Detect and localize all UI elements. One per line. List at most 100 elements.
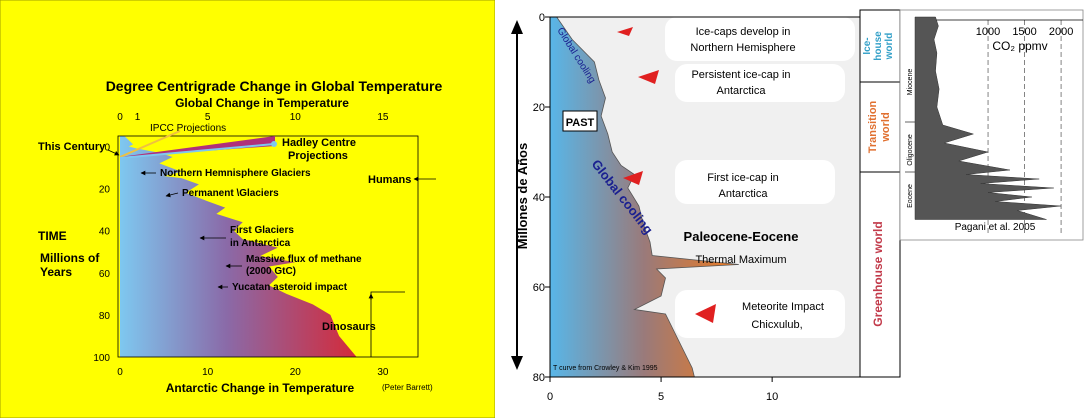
epoch-miocene: Miocene: [907, 69, 914, 96]
bottom-tick-label: 20: [290, 367, 302, 378]
temperature-area: [120, 136, 357, 357]
annot-permanent: Permanent \Glaciers: [182, 188, 279, 199]
y-tick-label: 60: [99, 269, 111, 280]
top-tick-label: 15: [377, 112, 389, 123]
bottom-axis-ticks: 0 10 20 30: [117, 367, 389, 378]
co2-tick-label: 1000: [976, 26, 1000, 38]
bottom-tick-label: 0: [117, 367, 123, 378]
co2-area: [914, 16, 1062, 220]
y-tick-label: 20: [99, 185, 111, 196]
annot-persistent-1: Persistent ice-cap in: [691, 69, 790, 81]
dinosaur-bracket: [370, 291, 405, 357]
annot-first-glaciers-2: in Antarctica: [230, 238, 291, 249]
top-axis-label: Global Change in Temperature: [175, 96, 349, 110]
annot-hadley-1: Hadley Centre: [282, 137, 356, 149]
y-tick-label: 0: [104, 143, 110, 154]
cloud-2: [675, 64, 845, 102]
annot-nh-glaciers: Northern Hemnisphere Glaciers: [160, 168, 311, 179]
y-tick-label: 0: [539, 12, 545, 24]
annot-hadley-2: Projections: [288, 150, 348, 162]
annot-methane-1: Massive flux of methane: [246, 254, 362, 265]
y-tick-label: 20: [533, 102, 545, 114]
ylabel-millones: Millones de Años: [515, 143, 530, 249]
cloud-1: [665, 17, 855, 61]
epoch-oligocene: Oligocene: [907, 134, 914, 166]
annot-past: PAST: [566, 117, 595, 129]
icehouse-label-3: world: [884, 33, 895, 61]
icehouse-label-1: Ice-: [862, 37, 873, 54]
x-tick-label: 5: [658, 391, 664, 403]
top-tick-label: 10: [290, 112, 302, 123]
ipcc-projection-line: [119, 130, 181, 158]
co2-tick-label: 1500: [1012, 26, 1036, 38]
x-axis-ticks: 0 5 10: [547, 377, 778, 403]
annot-ice-caps-1: Ice-caps develop in: [696, 26, 791, 38]
red-arrow-3: [623, 171, 643, 185]
annot-meteorite-1: Meteorite Impact: [742, 301, 824, 313]
time-arrow-top: [511, 20, 523, 34]
icehouse-band: [859, 9, 901, 83]
y-tick-label: 40: [533, 192, 545, 204]
annot-first-glaciers-1: First Glaciers: [230, 225, 294, 236]
epoch-eocene: Eocene: [907, 184, 914, 208]
top-tick-label: 5: [205, 112, 211, 123]
annot-humans: Humans: [368, 174, 411, 186]
y-tick-label: 60: [533, 282, 545, 294]
chart-title: Degree Centrigrade Change in Global Temp…: [106, 78, 443, 94]
red-arrow-1: [617, 27, 633, 36]
co2-axis-label: CO₂ ppmv: [992, 39, 1047, 53]
top-tick-label: 0: [117, 112, 123, 123]
past-box: [562, 110, 598, 132]
transition-label-1: Transition: [867, 100, 879, 153]
plot-frame: [117, 135, 419, 358]
y-tick-label: 40: [99, 227, 111, 238]
annot-meteorite-2: Chicxulub,: [751, 319, 802, 331]
time-arrow-bottom: [511, 356, 523, 370]
co2-tick-label: 2000: [1049, 26, 1073, 38]
y-tick-label: 80: [533, 372, 545, 384]
y-axis-ticks: 0 20 40 60 80 100: [93, 143, 110, 364]
y-tick-label: 100: [93, 353, 110, 364]
greenhouse-label: Greenhouse world: [871, 221, 885, 326]
annot-ipcc: IPCC Projections: [150, 123, 226, 134]
bottom-axis-label: Antarctic Change in Temperature: [166, 381, 355, 395]
cloud-4: [675, 290, 845, 338]
annot-asteroid: Yucatan asteroid impact: [232, 282, 348, 293]
ipcc-projection-wedge: [120, 136, 275, 157]
cloud-3: [675, 160, 835, 204]
hadley-projection-line: [119, 143, 275, 159]
y-tick-label: 80: [99, 311, 111, 322]
annot-ice-caps-2: Northern Hemisphere: [690, 42, 795, 54]
annot-first-ice-cap-2: Antarctica: [719, 188, 769, 200]
ylabel-years: Years: [40, 265, 72, 279]
ylabel-millions: Millions of: [40, 251, 100, 265]
x-tick-label: 10: [766, 391, 778, 403]
red-arrow-4: [695, 304, 716, 323]
barrett-chart: Degree Centrigrade Change in Global Temp…: [0, 0, 495, 418]
credit-barrett: (Peter Barrett): [382, 383, 433, 392]
annot-dinosaurs: Dinosaurs: [322, 321, 376, 333]
transition-label-2: world: [880, 112, 892, 142]
annot-paleocene: Paleocene-Eocene: [684, 229, 799, 244]
annot-this-century: This Century: [38, 141, 106, 153]
annot-methane-2: (2000 GtC): [246, 266, 296, 277]
icehouse-label-2: house: [873, 31, 884, 61]
y-axis-ticks: 0 20 40 60 80: [533, 12, 550, 384]
red-arrow-2: [638, 70, 659, 84]
arrow-permanent: [165, 192, 179, 198]
temperature-area-cenozoic: [549, 16, 739, 378]
ylabel-time: TIME: [38, 229, 67, 243]
credit-pagani: Pagani et al. 2005: [955, 222, 1036, 233]
annot-first-ice-cap-1: First ice-cap in: [707, 172, 779, 184]
annot-source: T curve from Crowley & Kim 1995: [553, 365, 658, 372]
arrow-this-century: [107, 149, 120, 156]
annot-thermal: Thermal Maximum: [695, 254, 786, 266]
bottom-tick-label: 30: [377, 367, 389, 378]
greenhouse-band: [859, 171, 901, 378]
top-axis-ticks: 0 1 5 10 15: [117, 112, 389, 123]
x-tick-label: 0: [547, 391, 553, 403]
annot-persistent-2: Antarctica: [717, 85, 767, 97]
hadley-marker: [271, 141, 277, 147]
bottom-tick-label: 10: [202, 367, 214, 378]
